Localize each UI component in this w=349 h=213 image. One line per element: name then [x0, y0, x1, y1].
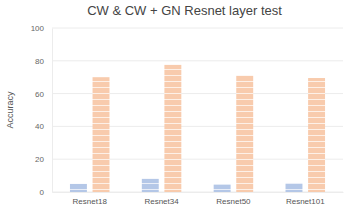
bar	[70, 184, 87, 192]
grid-line	[52, 28, 343, 29]
y-tick-label: 0	[40, 188, 45, 197]
y-tick-label: 40	[35, 122, 44, 131]
y-tick: 20	[35, 155, 52, 164]
series	[93, 65, 325, 192]
bar	[164, 65, 181, 192]
bar	[308, 78, 325, 192]
y-tick: 60	[35, 90, 52, 99]
y-tick-label: 100	[31, 24, 45, 33]
y-tick: 100	[31, 24, 52, 33]
y-tick-label: 20	[35, 155, 44, 164]
x-tick-label: Resnet34	[144, 197, 179, 206]
x-tick-label: Resnet101	[286, 197, 325, 206]
y-axis-title: Accuracy	[5, 91, 15, 129]
plot: 020406080100Resnet18Resnet34Resnet50Resn…	[31, 24, 344, 206]
x-tick: Resnet18	[73, 192, 108, 206]
y-axis: 0 20 40 60 80 100	[31, 24, 53, 197]
y-tick-label: 60	[35, 90, 44, 99]
grid-line	[52, 60, 343, 61]
title: CW & CW + GN Resnet layer test	[87, 3, 282, 18]
x-tick: Resnet50	[216, 192, 251, 206]
bar	[286, 183, 303, 192]
bar	[142, 179, 159, 192]
y-tick-label: 80	[35, 57, 44, 66]
bars	[70, 65, 325, 192]
bar	[93, 77, 110, 192]
x-axis-line	[53, 192, 344, 193]
y-axis-line	[52, 29, 53, 193]
y-tick: 0	[40, 188, 52, 197]
x-tick-label: Resnet18	[73, 197, 108, 206]
bar	[236, 76, 253, 192]
grid	[52, 28, 343, 192]
x-axis: Resnet18 Resnet34 Resnet50 Resnet101	[53, 192, 344, 206]
x-tick-label: Resnet50	[216, 197, 251, 206]
chart: CW & CW + GN Resnet layer test Accuracy 0 2…	[0, 0, 349, 213]
x-tick: Resnet101	[286, 192, 325, 206]
x-tick: Resnet34	[144, 192, 179, 206]
y-tick: 80	[35, 57, 52, 66]
y-tick: 40	[35, 122, 52, 131]
bar	[214, 185, 231, 192]
